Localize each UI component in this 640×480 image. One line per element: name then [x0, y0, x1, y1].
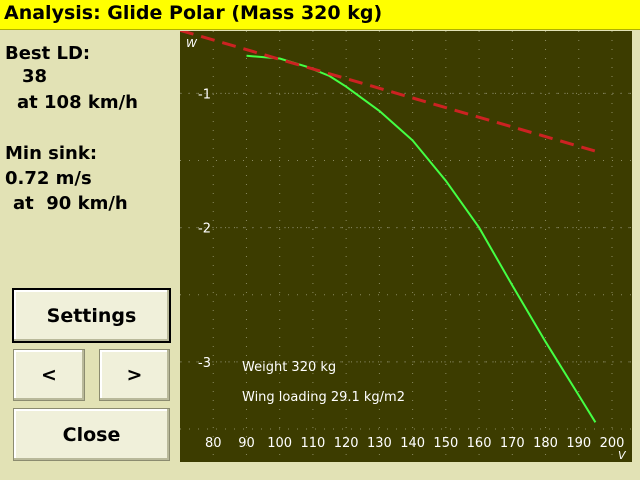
min-sink-speed: at 90 km/h — [13, 193, 128, 214]
x-tick-label: 110 — [301, 436, 326, 451]
best-ld-speed: at 108 km/h — [17, 92, 138, 113]
weight-annotation: Weight 320 kg — [242, 360, 336, 375]
x-tick-label: 160 — [467, 436, 492, 451]
x-tick-labels: 80 90 100 110 120 130 140 150 160 170 180 190 200 — [205, 436, 624, 451]
best-ld-label: Best LD: — [5, 43, 91, 64]
x-tick-label: 130 — [367, 436, 392, 451]
next-button[interactable]: > — [99, 349, 170, 401]
close-button[interactable]: Close — [13, 408, 170, 461]
min-sink-label: Min sink: — [5, 143, 98, 164]
title-bar: Analysis: Glide Polar (Mass 320 kg) — [0, 0, 640, 30]
y-tick-labels: -1 -2 -3 — [198, 87, 211, 370]
wing-loading-annotation: Wing loading 29.1 kg/m2 — [242, 390, 405, 405]
x-tick-label: 120 — [334, 436, 359, 451]
glide-polar-chart: 80 90 100 110 120 130 140 150 160 170 180 190 200 -1… — [180, 31, 632, 462]
y-tick-label: -1 — [198, 87, 211, 102]
polar-chart-svg: 80 90 100 110 120 130 140 150 160 170 180 190 200 -1… — [180, 31, 632, 462]
best-glide-tangent-line — [180, 31, 596, 153]
x-tick-label: 170 — [500, 436, 525, 451]
best-ld-value: 38 — [22, 66, 48, 87]
x-tick-label: 100 — [267, 436, 292, 451]
x-tick-label: 140 — [400, 436, 425, 451]
x-tick-label: 80 — [205, 436, 222, 451]
glide-polar-curve — [246, 54, 597, 423]
chart-grid — [180, 31, 632, 462]
previous-button[interactable]: < — [13, 349, 85, 401]
x-tick-label: 190 — [566, 436, 591, 451]
x-tick-label: 90 — [238, 436, 255, 451]
x-tick-label: 150 — [433, 436, 458, 451]
x-tick-label: 180 — [533, 436, 558, 451]
settings-button[interactable]: Settings — [12, 288, 171, 343]
chart-series — [180, 31, 597, 423]
y-tick-label: -2 — [198, 222, 211, 237]
y-axis-label: W — [186, 37, 198, 50]
window-title: Analysis: Glide Polar (Mass 320 kg) — [4, 2, 383, 24]
min-sink-value: 0.72 m/s — [5, 168, 92, 189]
y-tick-label: -3 — [198, 356, 211, 371]
x-axis-label: V — [618, 449, 627, 462]
x-tick-label: 200 — [600, 436, 625, 451]
